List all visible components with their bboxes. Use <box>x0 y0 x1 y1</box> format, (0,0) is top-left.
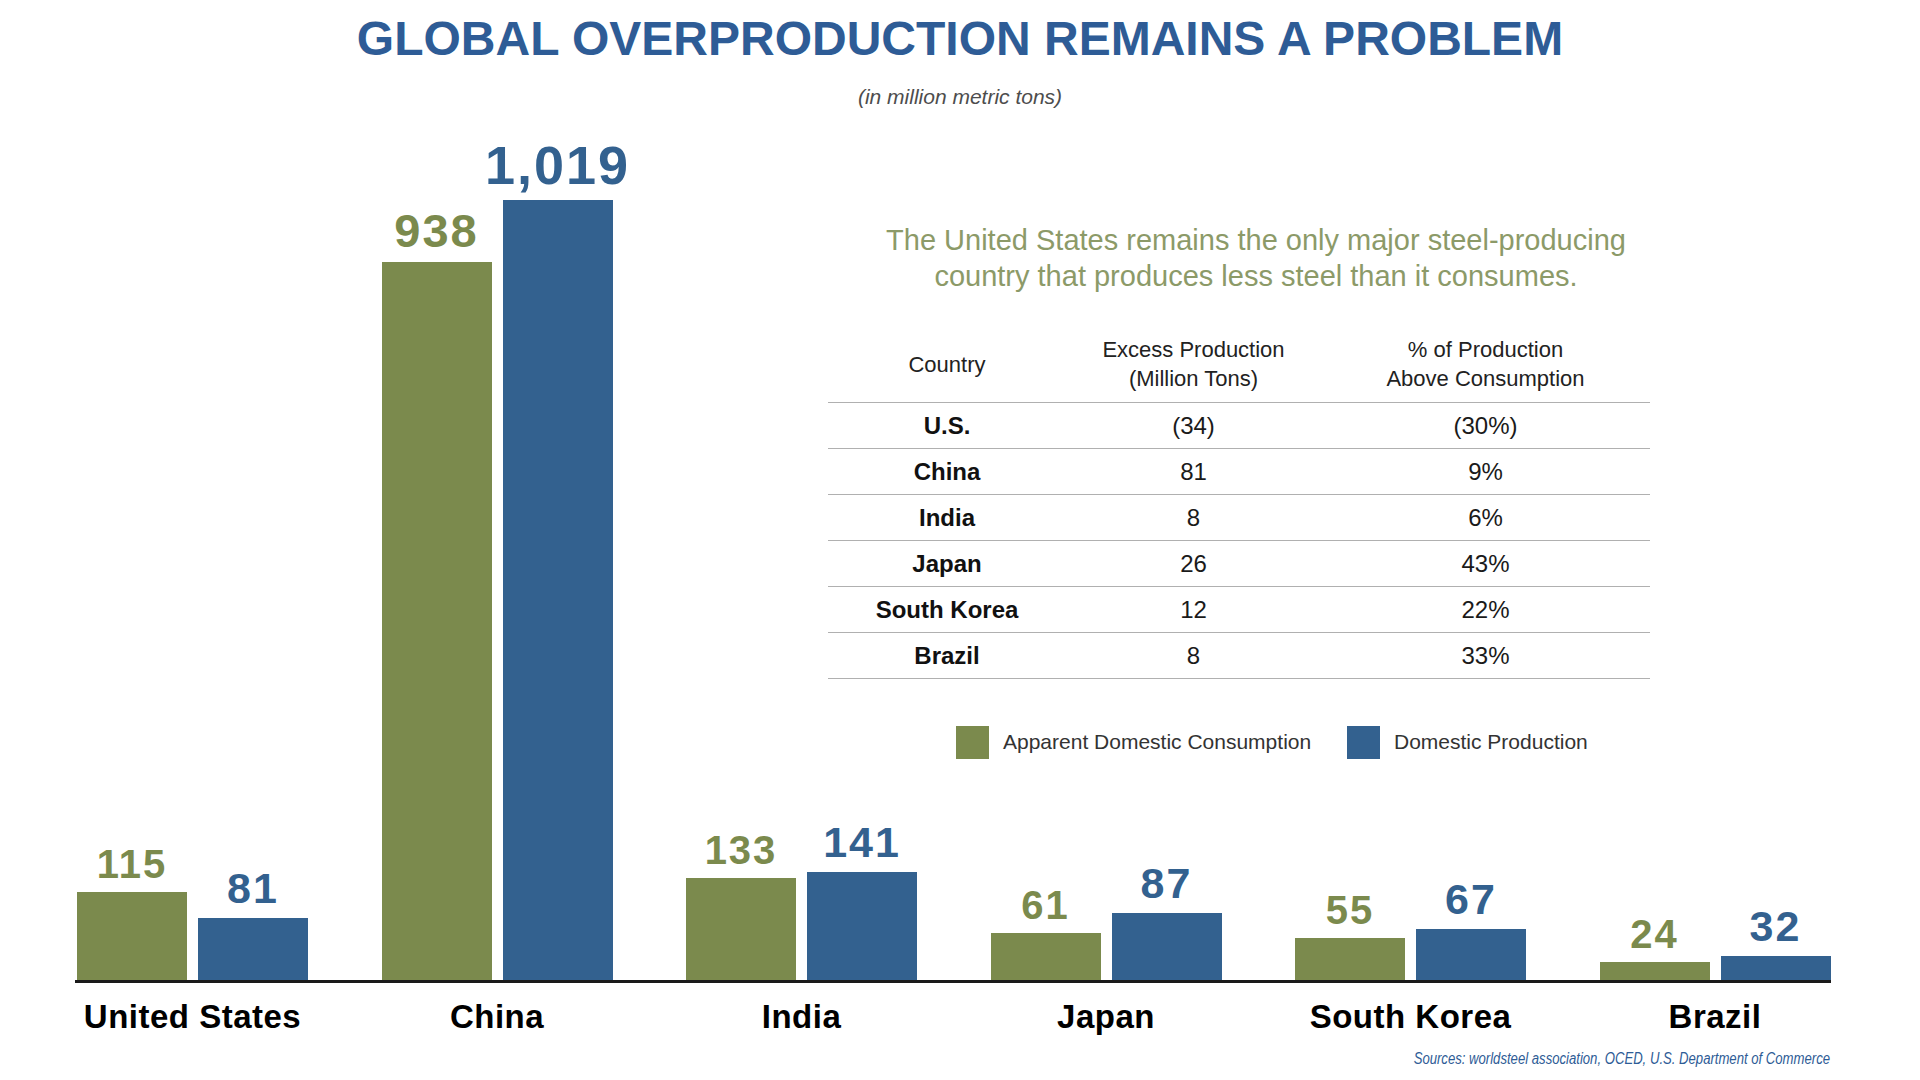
table-row-japan: Japan2643% <box>828 541 1650 587</box>
country-cell: South Korea <box>828 596 1066 624</box>
excess-production-cell: 26 <box>1066 550 1321 578</box>
production-bar-china <box>503 200 613 980</box>
consumption-bar-india-value-label: 133 <box>705 830 778 870</box>
production-bar-japan <box>1112 913 1222 980</box>
production-bar-india <box>807 872 917 980</box>
pct-above-consumption-cell: (30%) <box>1321 412 1650 440</box>
category-label-south-korea: South Korea <box>1310 1000 1512 1033</box>
consumption-bar-india <box>686 878 796 980</box>
pct-above-consumption-cell: 33% <box>1321 642 1650 670</box>
consumption-legend-swatch <box>956 726 989 759</box>
table-header-pct-above-consumption: % of Production Above Consumption <box>1321 335 1650 393</box>
country-cell: Brazil <box>828 642 1066 670</box>
excess-production-cell: 8 <box>1066 642 1321 670</box>
table-row-india: India86% <box>828 495 1650 541</box>
consumption-bar-brazil-value-label: 24 <box>1630 914 1679 954</box>
legend-item-production: Domestic Production <box>1347 725 1588 759</box>
table-header-country: Country <box>828 350 1066 379</box>
consumption-bar-south-korea <box>1295 938 1405 980</box>
source-attribution: Sources: worldsteel association, OCED, U… <box>329 1051 1830 1067</box>
pct-above-consumption-cell: 6% <box>1321 504 1650 532</box>
table-header-excess-production: Excess Production (Million Tons) <box>1066 335 1321 393</box>
consumption-bar-brazil <box>1600 962 1710 980</box>
consumption-bar-china <box>382 262 492 980</box>
legend-item-consumption: Apparent Domestic Consumption <box>956 725 1311 759</box>
consumption-bar-united-states-value-label: 115 <box>97 844 168 884</box>
table-header-row: Country Excess Production (Million Tons)… <box>828 326 1650 403</box>
pct-above-consumption-cell: 43% <box>1321 550 1650 578</box>
infographic-canvas: GLOBAL OVERPRODUCTION REMAINS A PROBLEM … <box>0 0 1920 1080</box>
production-bar-china-value-label: 1,019 <box>485 138 630 192</box>
production-legend-label: Domestic Production <box>1394 730 1588 754</box>
table-row-u-s-: U.S.(34)(30%) <box>828 403 1650 449</box>
pct-above-consumption-cell: 9% <box>1321 458 1650 486</box>
table-row-china: China819% <box>828 449 1650 495</box>
page-title: GLOBAL OVERPRODUCTION REMAINS A PROBLEM <box>0 15 1920 63</box>
production-bar-brazil-value-label: 32 <box>1750 905 1802 948</box>
production-bar-south-korea-value-label: 67 <box>1445 878 1497 921</box>
category-label-brazil: Brazil <box>1669 1000 1762 1033</box>
chart-subtitle: (in million metric tons) <box>0 86 1920 107</box>
callout-line-2: country that produces less steel than it… <box>934 260 1577 292</box>
excess-production-cell: (34) <box>1066 412 1321 440</box>
table-row-south-korea: South Korea1222% <box>828 587 1650 633</box>
country-cell: China <box>828 458 1066 486</box>
country-cell: India <box>828 504 1066 532</box>
category-label-united-states: United States <box>84 1000 301 1033</box>
callout-line-1: The United States remains the only major… <box>886 224 1626 256</box>
x-axis-line <box>75 980 1831 983</box>
category-label-china: China <box>450 1000 544 1033</box>
production-bar-brazil <box>1721 956 1831 980</box>
consumption-legend-label: Apparent Domestic Consumption <box>1003 730 1311 754</box>
category-label-india: India <box>762 1000 842 1033</box>
production-bar-japan-value-label: 87 <box>1141 862 1193 905</box>
consumption-bar-japan-value-label: 61 <box>1021 885 1070 925</box>
production-bar-united-states <box>198 918 308 980</box>
production-bar-south-korea <box>1416 929 1526 980</box>
excess-production-table: Country Excess Production (Million Tons)… <box>828 326 1650 679</box>
consumption-bar-japan <box>991 933 1101 980</box>
pct-above-consumption-cell: 22% <box>1321 596 1650 624</box>
country-cell: U.S. <box>828 412 1066 440</box>
excess-production-cell: 12 <box>1066 596 1321 624</box>
production-bar-united-states-value-label: 81 <box>227 867 279 910</box>
consumption-bar-south-korea-value-label: 55 <box>1326 890 1375 930</box>
production-bar-india-value-label: 141 <box>823 821 901 864</box>
callout-text: The United States remains the only major… <box>826 222 1686 294</box>
consumption-bar-china-value-label: 938 <box>394 207 478 254</box>
excess-production-cell: 8 <box>1066 504 1321 532</box>
excess-production-cell: 81 <box>1066 458 1321 486</box>
production-legend-swatch <box>1347 726 1380 759</box>
category-label-japan: Japan <box>1057 1000 1155 1033</box>
table-body: U.S.(34)(30%)China819%India86%Japan2643%… <box>828 403 1650 679</box>
table-row-brazil: Brazil833% <box>828 633 1650 679</box>
consumption-bar-united-states <box>77 892 187 980</box>
country-cell: Japan <box>828 550 1066 578</box>
